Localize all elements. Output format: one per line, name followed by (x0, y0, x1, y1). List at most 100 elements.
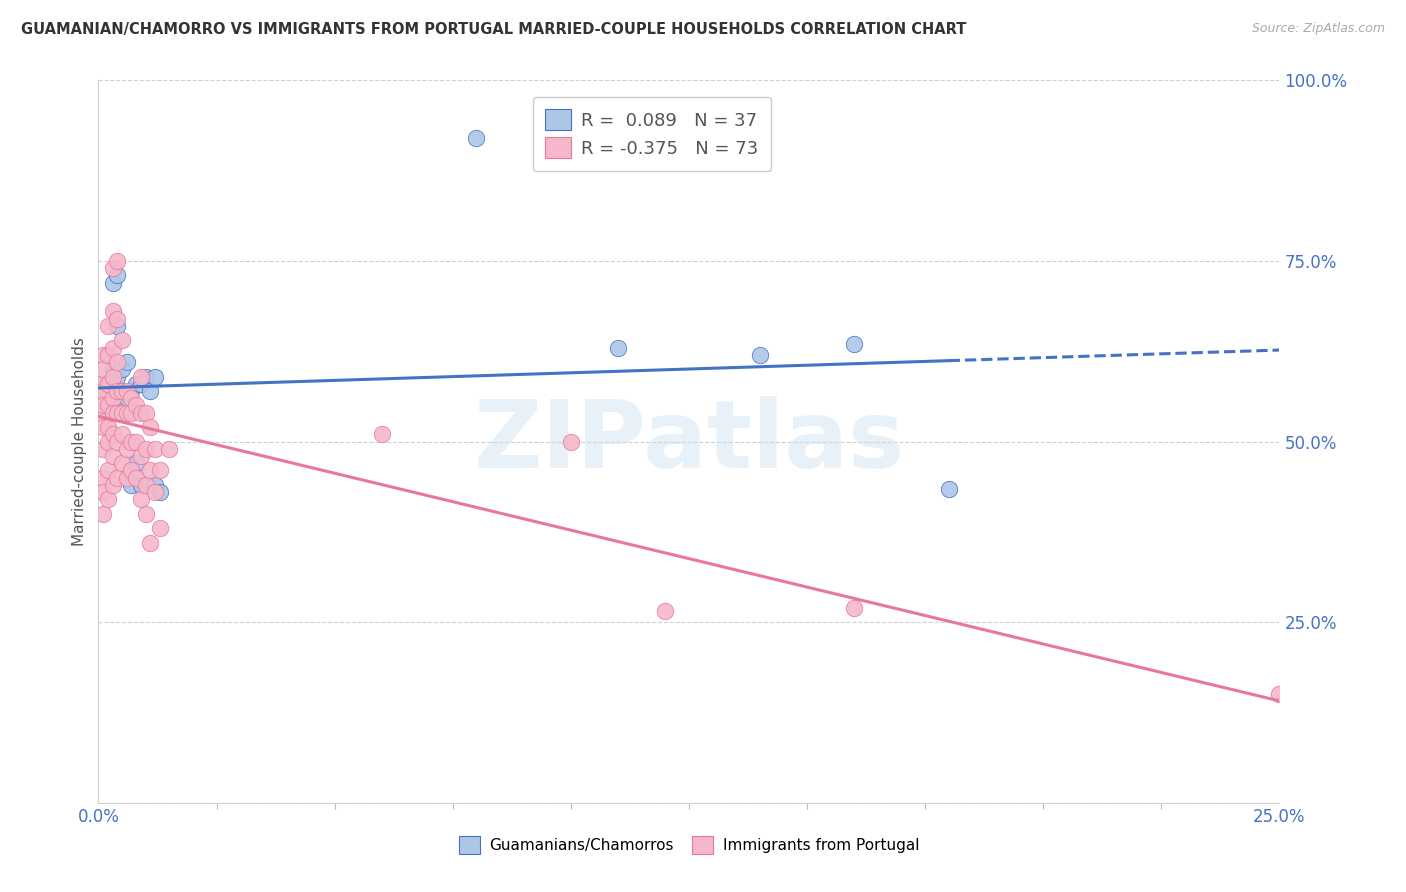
Point (111, 427, 134, 442)
Point (121, 384, 143, 398)
Point (129, 369, 152, 384)
Point (143, 369, 166, 384)
Point (938, 482, 960, 496)
Point (135, 478, 157, 492)
Legend: Guamanians/Chamorros, Immigrants from Portugal: Guamanians/Chamorros, Immigrants from Po… (453, 830, 925, 860)
Point (129, 492, 152, 507)
Point (1268, 687, 1291, 701)
Point (91, 507, 114, 521)
Point (125, 434, 148, 449)
Point (129, 449, 152, 463)
Point (105, 406, 128, 420)
Point (129, 376, 152, 391)
Point (91, 485, 114, 500)
Point (101, 341, 124, 355)
Point (143, 442, 166, 456)
Point (157, 442, 180, 456)
Point (101, 449, 124, 463)
Point (97, 348, 120, 362)
Point (91, 348, 114, 362)
Point (111, 384, 134, 398)
Point (97, 348, 120, 362)
Point (125, 398, 148, 412)
Point (121, 463, 143, 477)
Point (121, 406, 143, 420)
Text: Source: ZipAtlas.com: Source: ZipAtlas.com (1251, 22, 1385, 36)
Point (101, 427, 124, 442)
Point (101, 376, 124, 391)
Point (97, 406, 120, 420)
Point (111, 384, 134, 398)
Point (97, 376, 120, 391)
Point (135, 507, 157, 521)
Point (105, 268, 128, 283)
Point (111, 456, 134, 470)
Point (115, 442, 138, 456)
Point (748, 348, 770, 362)
Point (105, 253, 128, 268)
Point (97, 463, 120, 477)
Point (87, 406, 110, 420)
Point (101, 369, 124, 384)
Point (125, 456, 148, 470)
Point (105, 311, 128, 326)
Point (87, 384, 110, 398)
Point (105, 355, 128, 369)
Point (654, 604, 676, 618)
Point (105, 391, 128, 405)
Point (97, 391, 120, 405)
Point (149, 485, 172, 500)
Point (105, 369, 128, 384)
Point (139, 463, 162, 477)
Y-axis label: Married-couple Households: Married-couple Households (72, 337, 87, 546)
Point (97, 420, 120, 434)
Point (607, 341, 630, 355)
Point (97, 492, 120, 507)
Text: GUAMANIAN/CHAMORRO VS IMMIGRANTS FROM PORTUGAL MARRIED-COUPLE HOUSEHOLDS CORRELA: GUAMANIAN/CHAMORRO VS IMMIGRANTS FROM PO… (21, 22, 966, 37)
Point (101, 261, 124, 276)
Point (139, 384, 162, 398)
Point (101, 304, 124, 318)
Point (121, 478, 143, 492)
Point (97, 398, 120, 412)
Point (87, 391, 110, 405)
Point (115, 355, 138, 369)
Point (91, 384, 114, 398)
Point (115, 470, 138, 484)
Point (139, 420, 162, 434)
Point (91, 398, 114, 412)
Point (135, 442, 157, 456)
Point (101, 478, 124, 492)
Point (143, 478, 166, 492)
Point (125, 470, 148, 484)
Point (121, 434, 143, 449)
Point (101, 391, 124, 405)
Point (101, 362, 124, 376)
Point (111, 362, 134, 376)
Point (101, 391, 124, 405)
Point (129, 478, 152, 492)
Point (87, 376, 110, 391)
Point (105, 434, 128, 449)
Point (115, 391, 138, 405)
Point (844, 337, 866, 351)
Point (139, 535, 162, 549)
Point (465, 131, 488, 145)
Point (115, 384, 138, 398)
Point (121, 391, 143, 405)
Point (91, 391, 114, 405)
Point (135, 406, 157, 420)
Point (101, 276, 124, 290)
Text: ZIPatlas: ZIPatlas (474, 395, 904, 488)
Point (91, 470, 114, 484)
Point (97, 318, 120, 333)
Point (143, 485, 166, 500)
Point (129, 406, 152, 420)
Point (111, 406, 134, 420)
Point (844, 600, 866, 615)
Point (91, 420, 114, 434)
Point (97, 434, 120, 449)
Point (111, 391, 134, 405)
Point (101, 406, 124, 420)
Point (111, 334, 134, 348)
